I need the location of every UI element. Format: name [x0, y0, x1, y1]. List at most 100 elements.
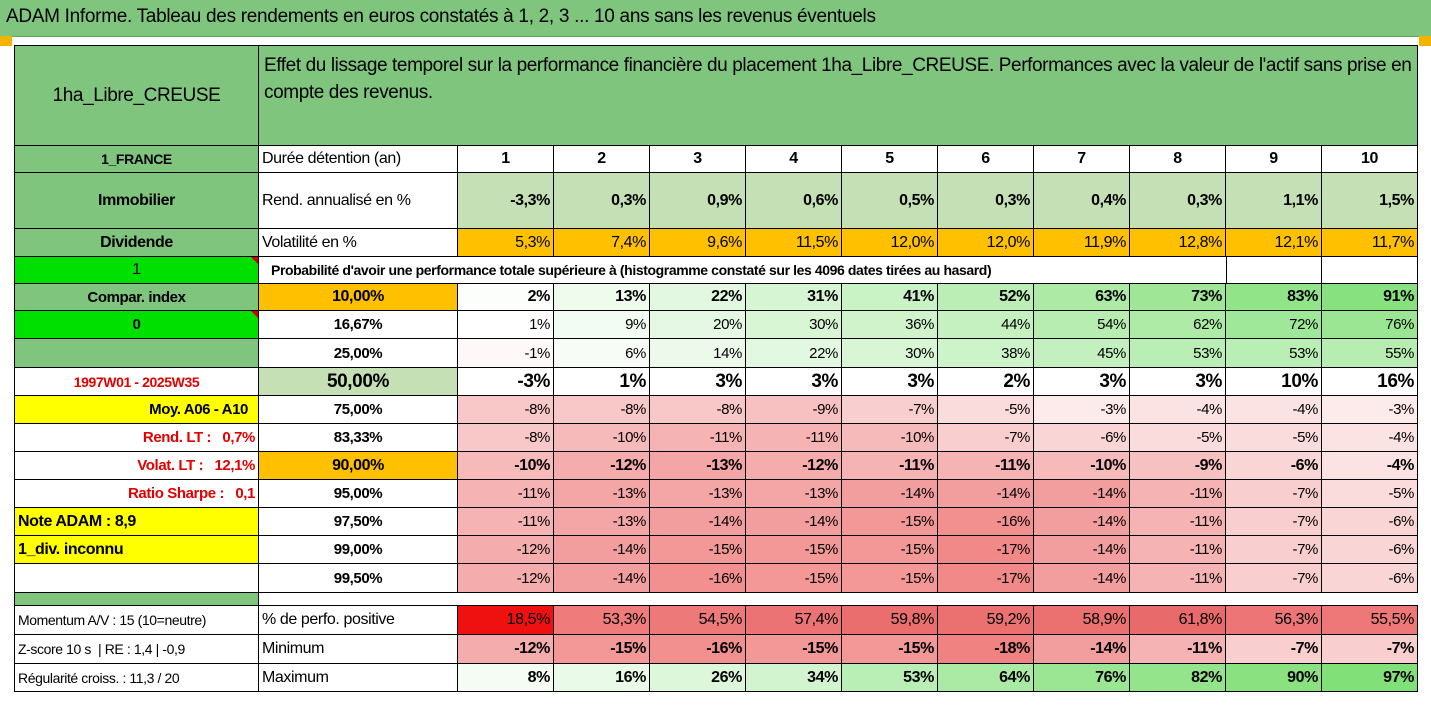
percentile-4-value-2: -8%	[554, 396, 650, 424]
volat-label-cell: Volatilité en %	[259, 229, 458, 257]
note-cell: Note ADAM : 8,9	[15, 508, 259, 536]
year-header-10-text: 10	[1361, 150, 1378, 167]
percentile-4-value-5: -7%	[842, 396, 938, 424]
percentile-5-value-9-text: -5%	[1292, 429, 1319, 446]
rend-value-10-text: 1,5%	[1379, 191, 1414, 209]
percentile-0-value-5: 41%	[842, 284, 938, 311]
regularite-label: Régularité croiss. : 11,3 / 20	[18, 669, 180, 686]
percentile-6-value-1-text: -10%	[514, 456, 550, 474]
percentile-0-value-6: 52%	[938, 284, 1034, 311]
percentile-5-value-6-text: -7%	[1004, 429, 1031, 446]
year-header-2: 2	[554, 146, 650, 173]
percentile-7-value-1: -11%	[458, 480, 554, 508]
percentile-3-value-4-text: 3%	[811, 370, 838, 392]
moy-cell: Moy. A06 - A10	[15, 396, 259, 424]
percentile-6-value-3: -13%	[650, 452, 746, 480]
percentile-2-value-1-text: -1%	[524, 344, 551, 362]
percentile-6-value-10: -4%	[1322, 452, 1418, 480]
year-header-5: 5	[842, 146, 938, 173]
percentile-1-value-2-text: 9%	[625, 316, 646, 333]
percentile-8-value-7-text: -14%	[1092, 513, 1127, 530]
year-header-1-text: 1	[501, 150, 510, 167]
percentile-7-value-1-text: -11%	[517, 485, 551, 502]
percentile-4-value-6-text: -5%	[1004, 401, 1031, 418]
percentile-10-text: 99,50%	[333, 569, 383, 587]
percentile-6-value-6: -11%	[938, 452, 1034, 480]
country-label: 1_FRANCE	[101, 151, 172, 167]
momentum-label: Momentum A/V : 15 (10=neutre)	[18, 612, 207, 628]
percentile-7-value-7: -14%	[1034, 480, 1130, 508]
min-value-2-text: -15%	[610, 640, 646, 657]
min-value-1-text: -12%	[514, 640, 550, 657]
percentile-1-value-5: 36%	[842, 311, 938, 339]
percentile-4-value-1-text: -8%	[524, 401, 551, 418]
percentile-0: 10,00%	[259, 284, 458, 311]
percentile-4-value-7-text: -3%	[1100, 401, 1127, 418]
percentile-3-value-8-text: 3%	[1195, 370, 1222, 392]
volat-value-8: 12,8%	[1130, 229, 1226, 257]
zscore-cell: Z-score 10 s | RE : 1,4 | -0,9	[15, 635, 259, 664]
percentile-1-value-10: 76%	[1322, 311, 1418, 339]
max-value-8-text: 82%	[1191, 668, 1222, 686]
percentile-0-value-1-text: 2%	[527, 288, 551, 305]
perf-pos-value-6: 59,2%	[938, 606, 1034, 635]
perf-pos-value-8: 61,8%	[1130, 606, 1226, 635]
percentile-5-value-8-text: -5%	[1196, 429, 1223, 446]
year-header-3: 3	[650, 146, 746, 173]
empty-cell	[1226, 257, 1322, 284]
percentile-7-value-6-text: -14%	[996, 485, 1031, 502]
year-header-2-text: 2	[597, 150, 606, 167]
sharpe-label: Ratio Sharpe : 0,1	[127, 485, 255, 502]
volat-value-10: 11,7%	[1322, 229, 1418, 257]
rend-value-3-text: 0,9%	[707, 191, 742, 209]
year-header-4: 4	[746, 146, 842, 173]
perf-pos-value-7-text: 58,9%	[1082, 611, 1127, 628]
volat-value-7-text: 11,9%	[1083, 233, 1127, 251]
percentile-3-value-2: 1%	[554, 368, 650, 396]
percentile-2-value-9: 53%	[1226, 339, 1322, 368]
percentile-3-value-6: 2%	[938, 368, 1034, 396]
percentile-8-value-1: -11%	[458, 508, 554, 536]
rend-value-3: 0,9%	[650, 173, 746, 229]
min-value-7: -14%	[1034, 635, 1130, 664]
compar-index-label: Compar. index	[87, 288, 186, 306]
percentile-1-value-4: 30%	[746, 311, 842, 339]
percentile-8-value-4: -14%	[746, 508, 842, 536]
percentile-3-value-9: 10%	[1226, 368, 1322, 396]
page-title: ADAM Informe. Tableau des rendements en …	[6, 6, 876, 27]
percentile-9-value-4: -15%	[746, 536, 842, 564]
percentile-10-value-7: -14%	[1034, 564, 1130, 593]
volat-value-4-text: 11,5%	[795, 233, 839, 251]
percentile-10: 99,50%	[259, 564, 458, 593]
compar-index-value-cell[interactable]: 0	[15, 311, 259, 339]
year-header-8-text: 8	[1173, 150, 1182, 167]
percentile-8-value-5-text: -15%	[900, 513, 935, 530]
percentile-8-value-2: -13%	[554, 508, 650, 536]
percentile-1-value-1: 1%	[458, 311, 554, 339]
perf-pos-label-cell: % de perfo. positive	[259, 606, 458, 635]
percentile-6-value-3-text: -13%	[706, 456, 742, 474]
percentile-10-value-6: -17%	[938, 564, 1034, 593]
percentile-1-value-9-text: 72%	[1289, 316, 1318, 333]
percentile-5-value-3-text: -11%	[709, 429, 743, 446]
dividend-value-cell[interactable]: 1	[15, 257, 259, 284]
percentile-0-value-10: 91%	[1322, 284, 1418, 311]
country-cell: 1_FRANCE	[15, 146, 259, 173]
asset-name-cell: 1ha_Libre_CREUSE	[15, 46, 259, 146]
percentile-7: 95,00%	[259, 480, 458, 508]
max-value-7: 76%	[1034, 664, 1130, 692]
percentile-3-value-3: 3%	[650, 368, 746, 396]
rend-value-2: 0,3%	[554, 173, 650, 229]
volat-lt-cell: Volat. LT : 12,1%	[15, 452, 259, 480]
min-value-1: -12%	[458, 635, 554, 664]
percentile-10-value-5-text: -15%	[900, 569, 935, 587]
percentile-1-value-1-text: 1%	[529, 316, 550, 333]
percentile-5-value-5: -10%	[842, 424, 938, 452]
percentile-7-value-4: -13%	[746, 480, 842, 508]
percentile-9-value-10: -6%	[1322, 536, 1418, 564]
min-value-8-text: -11%	[1187, 640, 1222, 657]
year-header-6: 6	[938, 146, 1034, 173]
percentile-8-value-4-text: -14%	[804, 513, 839, 530]
percentile-5-value-4: -11%	[746, 424, 842, 452]
proba-label: Probabilité d'avoir une performance tota…	[271, 262, 992, 278]
